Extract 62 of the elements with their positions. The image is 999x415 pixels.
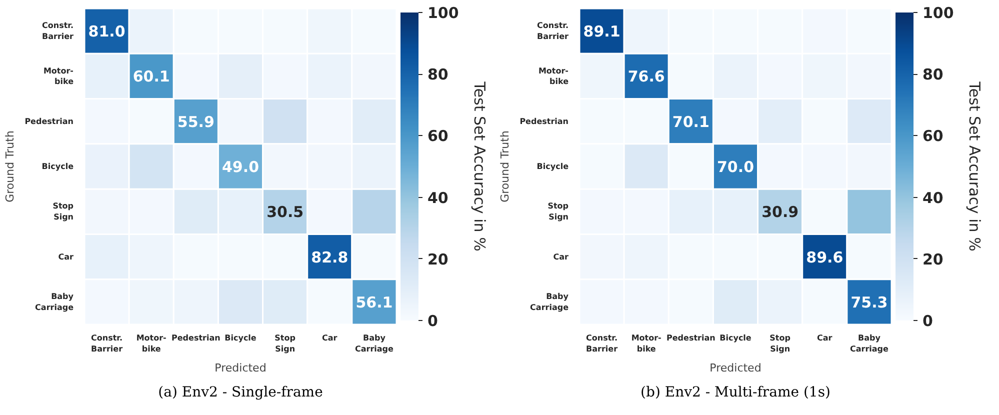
color-bar-label: 100 xyxy=(428,4,459,22)
data-label: 56.1 xyxy=(356,293,393,312)
y-tick-label: Motor- bike xyxy=(43,66,74,86)
x-tick-label: Constr. Barrier xyxy=(586,334,618,354)
data-label: 70.0 xyxy=(716,158,754,176)
y-tick-label: Bicycle xyxy=(536,162,570,171)
x-tick-label: Baby Carriage xyxy=(354,334,394,354)
x-tick-label: Stop Sign xyxy=(770,334,791,354)
x-tick-label: Baby Carriage xyxy=(850,334,890,354)
data-label: 30.9 xyxy=(762,203,799,222)
y-tick-label: Motor- bike xyxy=(538,66,570,86)
data-label: 49.0 xyxy=(222,158,260,176)
y-tick-label: Car xyxy=(58,252,74,262)
data-label: 55.9 xyxy=(177,112,214,131)
color-bar-label: 20 xyxy=(428,250,448,268)
y-tick-label: Bicycle xyxy=(42,162,74,171)
y-tick-label: Baby Carriage xyxy=(35,292,74,312)
color-bar-label: 60 xyxy=(428,127,448,146)
x-axis-title: Predicted xyxy=(214,361,266,374)
data-label: 30.5 xyxy=(266,203,304,222)
color-bar-title: Test Set Accuracy in % xyxy=(470,80,488,252)
y-tick-label: Stop Sign xyxy=(548,202,569,222)
x-tick-label: Pedestrian xyxy=(172,334,221,342)
x-tick-label: Pedestrian xyxy=(666,334,716,342)
y-axis-title: Ground Truth xyxy=(4,130,17,202)
x-tick-label: Motor- bike xyxy=(631,334,662,354)
text: (a) Env2 - Single-frame xyxy=(158,384,323,400)
data-label: 89.1 xyxy=(583,22,620,41)
x-axis-title: Predicted xyxy=(710,361,762,374)
data-label: 89.6 xyxy=(806,248,844,266)
y-tick-label: Constr. Barrier xyxy=(42,21,74,41)
x-tick-label: Constr. Barrier xyxy=(91,334,123,354)
color-bar-label: 80 xyxy=(428,66,448,84)
text: (b) Env2 - Multi-frame (1s) xyxy=(640,384,830,400)
color-bar-label: 0 xyxy=(428,312,438,330)
x-tick-label: Car xyxy=(322,334,338,342)
data-label: 82.8 xyxy=(311,248,348,266)
y-tick-label: Car xyxy=(553,252,569,262)
data-label: 70.1 xyxy=(672,112,710,131)
x-tick-label: Motor- bike xyxy=(136,334,166,354)
x-tick-label: Bicycle xyxy=(720,334,752,342)
y-tick-label: Pedestrian xyxy=(24,116,74,126)
color-bar-label: 0 xyxy=(922,312,933,330)
y-tick-label: Constr. Barrier xyxy=(537,21,569,41)
y-axis-title: Ground Truth xyxy=(498,130,512,202)
y-tick-label: Baby Carriage xyxy=(530,292,570,312)
data-label: 81.0 xyxy=(88,22,126,41)
data-label: 75.3 xyxy=(850,293,888,312)
data-label: 76.6 xyxy=(628,68,665,86)
color-bar-label: 100 xyxy=(922,4,954,22)
x-tick-label: Bicycle xyxy=(224,334,257,342)
x-tick-label: Car xyxy=(817,334,832,342)
color-bar-label: 60 xyxy=(922,127,944,146)
data-label: 60.1 xyxy=(132,68,170,86)
color-bar-label: 40 xyxy=(922,188,944,207)
x-tick-label: Stop Sign xyxy=(274,334,296,354)
y-tick-label: Pedestrian xyxy=(520,116,569,126)
color-bar-label: 40 xyxy=(428,188,448,207)
y-tick-label: Stop Sign xyxy=(52,202,74,222)
color-bar-label: 80 xyxy=(922,66,944,84)
color-bar-label: 20 xyxy=(922,250,944,268)
color-bar-title: Test Set Accuracy in % xyxy=(966,80,984,252)
